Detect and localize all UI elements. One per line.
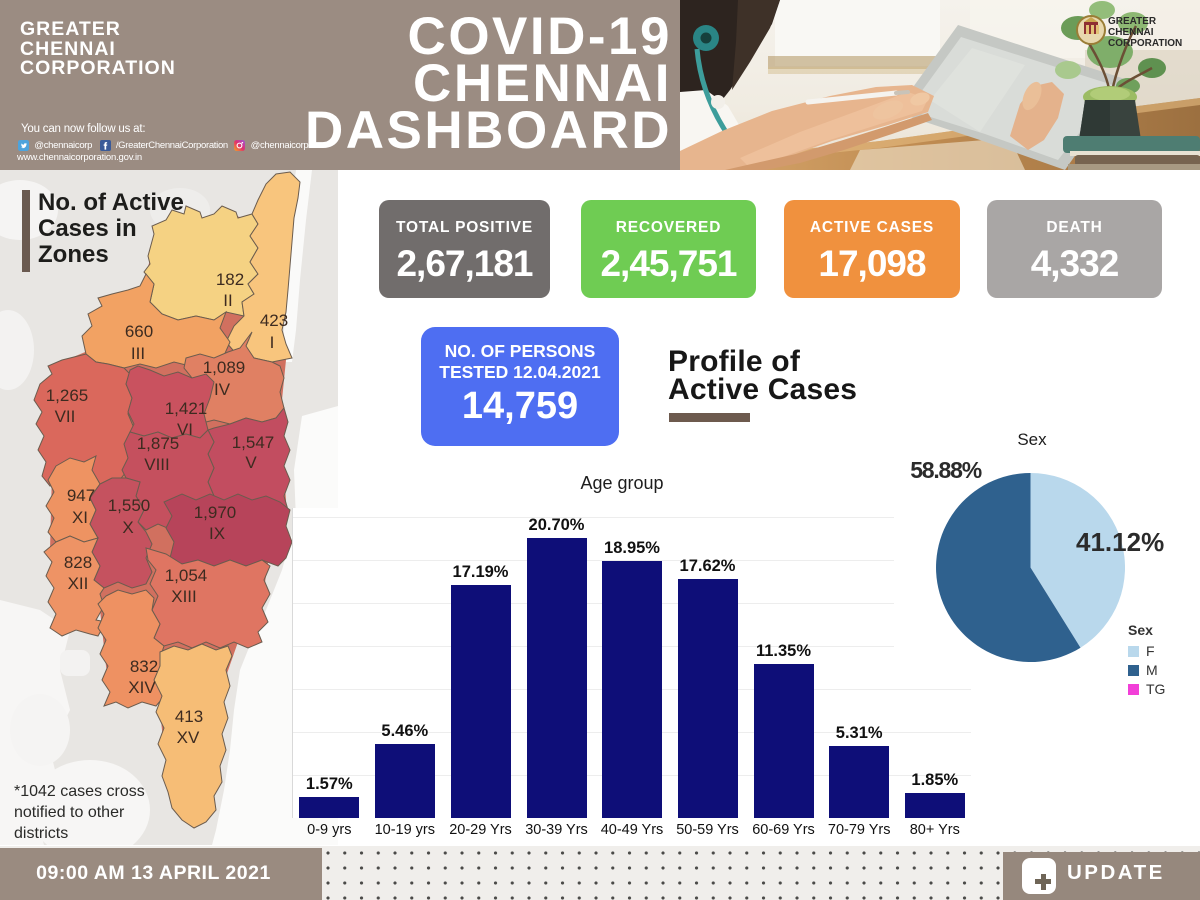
svg-text:VII: VII (55, 407, 76, 426)
svg-text:1,089: 1,089 (203, 358, 246, 377)
svg-text:XIII: XIII (171, 587, 197, 606)
svg-text:VI: VI (177, 420, 193, 439)
svg-text:CHENNAI: CHENNAI (1108, 27, 1154, 38)
svg-text:V: V (245, 453, 257, 472)
svg-text:XII: XII (68, 574, 89, 593)
svg-text:III: III (131, 344, 145, 363)
svg-text:1,547: 1,547 (232, 433, 275, 452)
svg-text:947: 947 (67, 486, 95, 505)
svg-text:660: 660 (125, 322, 153, 341)
svg-text:1,550: 1,550 (108, 496, 151, 515)
svg-text:413: 413 (175, 707, 203, 726)
svg-text:II: II (223, 291, 232, 310)
svg-text:XIV: XIV (128, 678, 156, 697)
svg-text:VIII: VIII (144, 455, 170, 474)
svg-text:1,970: 1,970 (194, 503, 237, 522)
svg-text:182: 182 (216, 270, 244, 289)
svg-text:828: 828 (64, 553, 92, 572)
svg-text:1,875: 1,875 (137, 434, 180, 453)
svg-text:423: 423 (260, 311, 288, 330)
svg-text:832: 832 (130, 657, 158, 676)
svg-text:IX: IX (209, 524, 225, 543)
svg-text:1,421: 1,421 (165, 399, 208, 418)
svg-text:X: X (122, 518, 133, 537)
svg-text:I: I (270, 333, 275, 352)
svg-text:IV: IV (214, 380, 231, 399)
svg-text:XV: XV (177, 728, 200, 747)
svg-text:GREATER: GREATER (1108, 16, 1157, 27)
svg-text:CORPORATION: CORPORATION (1108, 38, 1182, 49)
svg-text:1,054: 1,054 (165, 566, 208, 585)
svg-text:XI: XI (72, 508, 88, 527)
svg-text:1,265: 1,265 (46, 386, 89, 405)
